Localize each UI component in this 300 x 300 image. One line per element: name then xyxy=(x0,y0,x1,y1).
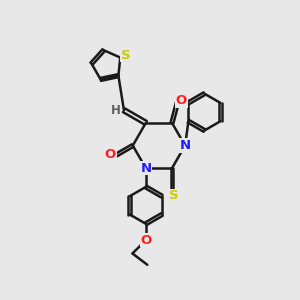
Text: H: H xyxy=(111,104,121,117)
Text: N: N xyxy=(140,162,152,175)
Text: S: S xyxy=(121,49,130,62)
Text: S: S xyxy=(169,189,178,202)
Text: O: O xyxy=(176,94,187,107)
Text: N: N xyxy=(179,139,191,152)
Text: O: O xyxy=(140,234,152,247)
Text: O: O xyxy=(105,148,116,161)
